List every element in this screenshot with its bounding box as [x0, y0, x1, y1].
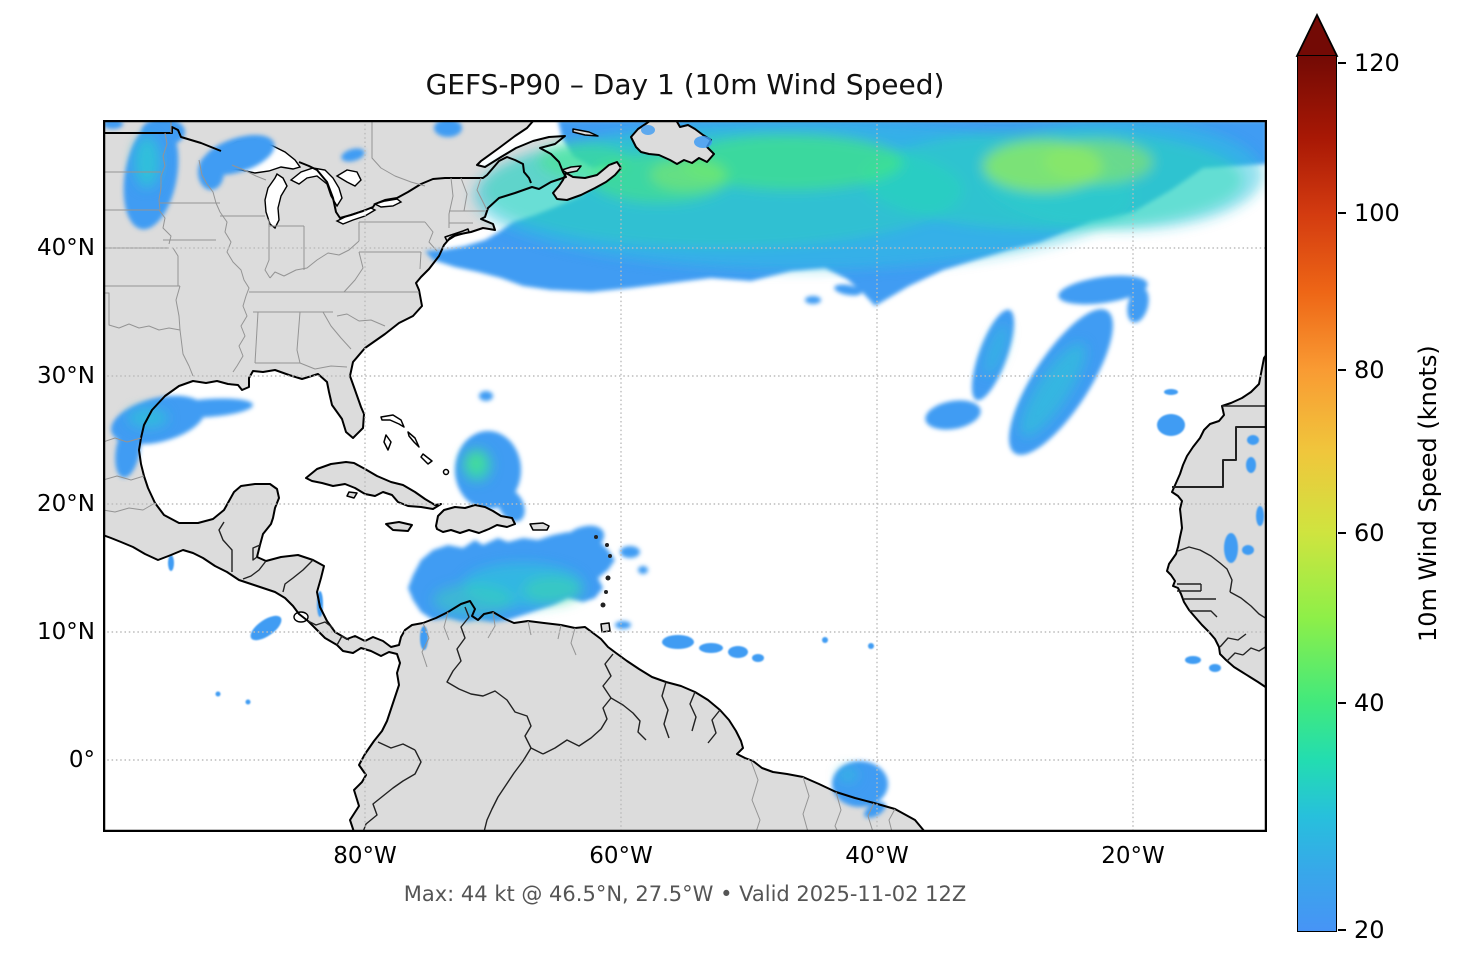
- colorbar-tick: [1338, 929, 1346, 931]
- x-tick-40w: 40°W: [845, 843, 909, 869]
- colorbar-label-40: 40: [1354, 689, 1385, 717]
- wind-speed-shading: [103, 120, 1267, 818]
- y-tick-20n: 20°N: [37, 491, 95, 517]
- colorbar-extend-arrow: [1295, 13, 1339, 57]
- colorbar-label-120: 120: [1354, 49, 1400, 77]
- colorbar-tick: [1338, 532, 1346, 534]
- y-tick-40n: 40°N: [37, 235, 95, 261]
- state-borders: [103, 120, 896, 832]
- landmass-africa: [1167, 354, 1267, 688]
- y-tick-10n: 10°N: [37, 619, 95, 645]
- colorbar-label-20: 20: [1354, 916, 1385, 944]
- colorbar-tick: [1338, 212, 1346, 214]
- colorbar-tick: [1338, 369, 1346, 371]
- coastline-africa: [1166, 353, 1267, 689]
- colorbar: [1297, 55, 1337, 932]
- colorbar-label-60: 60: [1354, 519, 1385, 547]
- plot-frame: [103, 120, 1267, 832]
- x-tick-60w: 60°W: [589, 843, 653, 869]
- colorbar-label-100: 100: [1354, 199, 1400, 227]
- chart-title: GEFS-P90 – Day 1 (10m Wind Speed): [425, 68, 945, 101]
- landmass-americas: [103, 120, 925, 832]
- colorbar-label-80: 80: [1354, 356, 1385, 384]
- gridlines: [103, 120, 1267, 832]
- max-valid-annotation: Max: 44 kt @ 46.5°N, 27.5°W • Valid 2025…: [403, 882, 967, 906]
- colorbar-axis-label: 10m Wind Speed (knots): [1414, 345, 1442, 642]
- x-tick-80w: 80°W: [333, 843, 397, 869]
- colorbar-tick: [1338, 62, 1346, 64]
- us-canada-border: [103, 126, 532, 219]
- coastline-americas: [138, 120, 926, 832]
- coastline-sa-pacific: [103, 534, 401, 832]
- y-tick-0: 0°: [68, 747, 95, 773]
- colorbar-tick: [1338, 702, 1346, 704]
- country-borders: [218, 405, 1267, 832]
- map-plot: [103, 120, 1267, 832]
- x-tick-20w: 20°W: [1101, 843, 1165, 869]
- y-tick-30n: 30°N: [37, 363, 95, 389]
